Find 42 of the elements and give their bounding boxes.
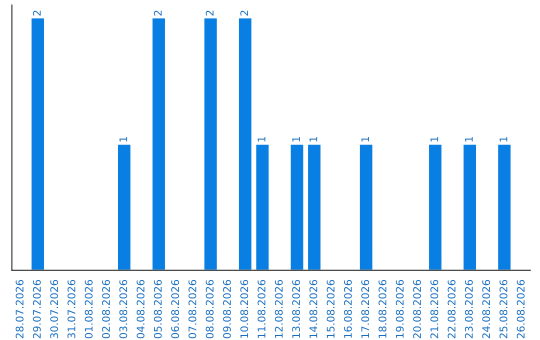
x-tick-label: 11.08.2026 — [258, 280, 266, 338]
x-tick-label: 15.08.2026 — [326, 280, 335, 338]
x-tick-label: 25.08.2026 — [500, 280, 508, 338]
x-tick-label: 19.08.2026 — [396, 280, 404, 338]
x-tick-label: 30.07.2026 — [50, 280, 58, 338]
x-tick-label: 07.08.2026 — [188, 280, 196, 338]
x-tick-label: 26.08.2026 — [516, 280, 525, 338]
x-tick-label: 20.08.2026 — [413, 280, 421, 338]
x-tick-label: 05.08.2026 — [154, 280, 162, 338]
x-tick-label: 03.08.2026 — [119, 280, 128, 338]
x-tick-label: 14.08.2026 — [309, 280, 318, 338]
x-tick-label: 08.08.2026 — [206, 280, 214, 338]
x-tick-label: 02.08.2026 — [102, 280, 110, 338]
x-tick-label: 10.08.2026 — [240, 280, 248, 338]
x-tick-label: 22.08.2026 — [448, 280, 456, 338]
data-label: 1 — [292, 136, 300, 142]
data-label: 2 — [206, 10, 214, 16]
x-tick-label: 28.07.2026 — [16, 280, 24, 338]
x-tick-label: 21.08.2026 — [430, 280, 438, 338]
x-tick-label: 09.08.2026 — [223, 280, 231, 338]
x-tick-label: 17.08.2026 — [361, 280, 370, 338]
x-tick-label: 16.08.2026 — [344, 280, 352, 338]
x-tick-label: 04.08.2026 — [136, 280, 144, 338]
data-label: 2 — [32, 10, 41, 16]
data-label: 1 — [430, 136, 438, 142]
x-tick-label: 31.07.2026 — [68, 280, 76, 338]
x-tick-label: 23.08.2026 — [464, 280, 473, 338]
x-tick-label: 01.08.2026 — [84, 280, 93, 338]
x-tick-label: 24.08.2026 — [482, 280, 490, 338]
data-label: 1 — [361, 136, 369, 142]
x-tick-label: 06.08.2026 — [171, 280, 180, 338]
x-tick-label: 18.08.2026 — [378, 280, 386, 338]
data-label: 1 — [258, 136, 266, 142]
x-tick-label: 13.08.2026 — [292, 280, 300, 338]
x-tick-label: 29.07.2026 — [32, 280, 41, 338]
data-label: 2 — [154, 10, 162, 16]
x-tick-label: 12.08.2026 — [274, 280, 283, 338]
data-label: 1 — [310, 136, 318, 142]
data-label: 2 — [240, 10, 248, 16]
data-label: 1 — [465, 136, 473, 142]
data-label: 1 — [119, 136, 128, 142]
data-label: 1 — [500, 136, 508, 142]
